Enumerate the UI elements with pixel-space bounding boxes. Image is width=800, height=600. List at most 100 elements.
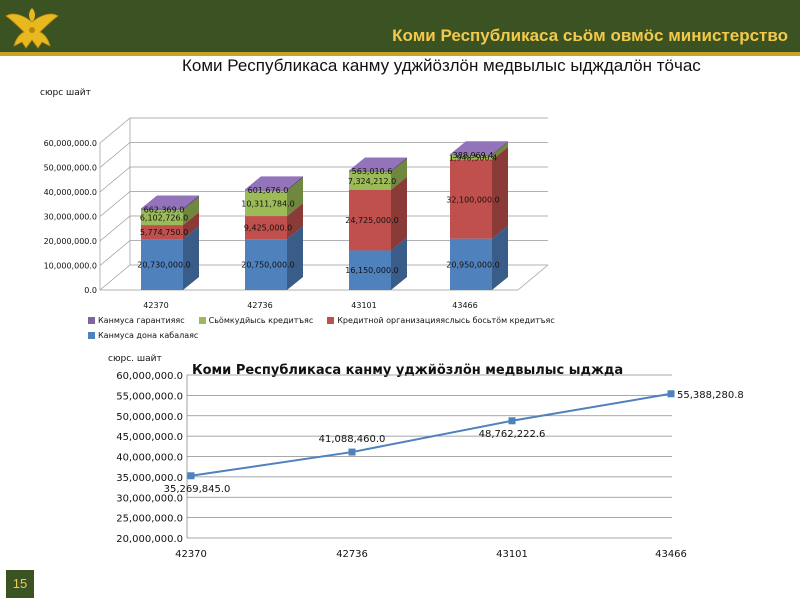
bar-data-label: 9,425,000.0 [244, 224, 292, 233]
y-tick-label: 0.0 [84, 286, 97, 295]
y-tick-label: 30,000,000.0 [116, 493, 183, 504]
bar-segment-side [183, 212, 199, 240]
y-tick-label: 60,000,000.0 [44, 139, 97, 148]
floor-edge [517, 264, 549, 291]
page-number: 15 [6, 570, 34, 598]
bar-segment-side [492, 141, 508, 156]
bar-segment [349, 170, 391, 172]
bar-segment [450, 238, 492, 290]
bar-segment-side [287, 176, 303, 191]
bar-segment [450, 160, 492, 239]
bar-segment-top [450, 142, 508, 156]
x-tick-label: 43466 [452, 301, 477, 310]
bar-segment-side [287, 226, 303, 290]
bar-segment-side [492, 142, 508, 161]
bar-segment-top [245, 203, 303, 217]
y-tick-label: 10,000,000.0 [44, 262, 97, 271]
series-line [190, 392, 672, 477]
page-title: Коми Республикаса канму уджйӧзлӧн медвыл… [182, 56, 701, 75]
legend-label: Канмуса дона кабалаяс [98, 331, 199, 340]
bar-segment-top [245, 177, 303, 191]
bar-segment [349, 171, 391, 190]
data-label: 35,269,845.0 [164, 484, 231, 495]
bar-segment-side [391, 237, 407, 290]
x-tick-label: 43101 [351, 301, 376, 310]
bar-data-label: 5,774,750.0 [140, 228, 188, 237]
legend-item: Канмуса гарантияяс [88, 316, 185, 325]
bar-segment [245, 239, 287, 290]
bar-segment [245, 216, 287, 240]
bar-segment-side [492, 147, 508, 239]
bar-segment-top [450, 147, 508, 161]
bar-segment-side [183, 226, 199, 290]
bar-segment-top [349, 158, 407, 172]
bar-segment-top [450, 141, 508, 155]
legend-swatch [327, 317, 335, 324]
bar-data-label: 16,150,000.0 [345, 266, 398, 275]
bar-data-label: 20,730,000.0 [137, 261, 190, 270]
bar-segment-top [349, 157, 407, 171]
bar-segment-top [141, 226, 199, 240]
y-tick-label: 60,000,000.0 [116, 371, 183, 382]
y-tick-label: 35,000,000.0 [116, 473, 183, 484]
grid-depth-line [99, 191, 131, 217]
header-bar [0, 0, 800, 52]
bar-segment [450, 154, 492, 156]
bar-data-label: 388,969.4 [453, 151, 494, 160]
bar-segment-top [141, 212, 199, 226]
y-tick-label: 20,000,000.0 [116, 534, 183, 545]
bar-segment-side [287, 177, 303, 217]
legend-swatch [198, 317, 206, 324]
x-tick-label: 42370 [143, 301, 168, 310]
ministry-title: Коми Республикаса сьӧм овмӧс министерств… [392, 26, 788, 45]
bar-chart-legend: Канмуса гарантияяс Сьӧмкудйысь кредитъяс К… [88, 316, 628, 346]
bar-segment-side [183, 197, 199, 226]
bar-data-label: 20,750,000.0 [241, 261, 294, 270]
bar-segment [141, 239, 183, 290]
bar-data-label: 563,010.6 [352, 167, 393, 176]
bar-segment-side [391, 158, 407, 190]
bar-segment-side [391, 176, 407, 251]
grid-depth-line [99, 117, 131, 144]
legend-item: Канмуса дона кабалаяс [88, 331, 198, 340]
y-tick-label: 30,000,000.0 [44, 213, 97, 222]
data-label: 48,762,222.6 [479, 429, 546, 440]
bar-data-label: 20,950,000.0 [446, 260, 499, 269]
grid-depth-line [99, 240, 131, 266]
legend-item: Кредитной организацияяслысь босьтӧм кред… [327, 316, 555, 325]
y-tick-label: 50,000,000.0 [116, 412, 183, 423]
bar-segment-side [183, 195, 199, 211]
grid-depth-line [99, 264, 131, 291]
bar-segment [141, 208, 183, 211]
bar-data-label: 601,676.0 [248, 186, 289, 195]
x-tick-label: 43101 [496, 549, 528, 560]
y-tick-label: 50,000,000.0 [44, 164, 97, 173]
data-point-marker [187, 472, 195, 480]
y-tick-label: 40,000,000.0 [44, 188, 97, 197]
grid-depth-line [99, 142, 131, 168]
data-point-marker [508, 417, 516, 425]
line-chart-ylabel: сюрс. шайт [108, 354, 162, 364]
data-label: 55,388,280.8 [677, 390, 744, 401]
legend-item: Сьӧмкудйысь кредитъяс [198, 316, 313, 325]
bar-segment [141, 225, 183, 240]
y-tick-label: 55,000,000.0 [116, 391, 183, 402]
bar-data-label: 6,102,726.0 [140, 214, 188, 223]
y-tick-label: 40,000,000.0 [116, 453, 183, 464]
data-point-marker [667, 390, 675, 398]
legend-label: Канмуса гарантияяс [98, 316, 185, 325]
bar-segment [141, 210, 183, 226]
bar-segment-top [349, 237, 407, 251]
bar-segment-top [141, 197, 199, 211]
bar-segment [349, 250, 391, 290]
komi-bird-emblem-icon [2, 2, 62, 52]
bar-chart-ylabel: сюрс шайт [40, 88, 91, 98]
y-tick-label: 45,000,000.0 [116, 432, 183, 443]
bar-data-label: 7,324,212.0 [348, 177, 396, 186]
y-tick-label: 20,000,000.0 [44, 237, 97, 246]
legend-label: Кредитной организацияяслысь босьтӧм кред… [337, 316, 555, 325]
bar-segment [245, 189, 287, 191]
bar-segment-top [245, 176, 303, 190]
